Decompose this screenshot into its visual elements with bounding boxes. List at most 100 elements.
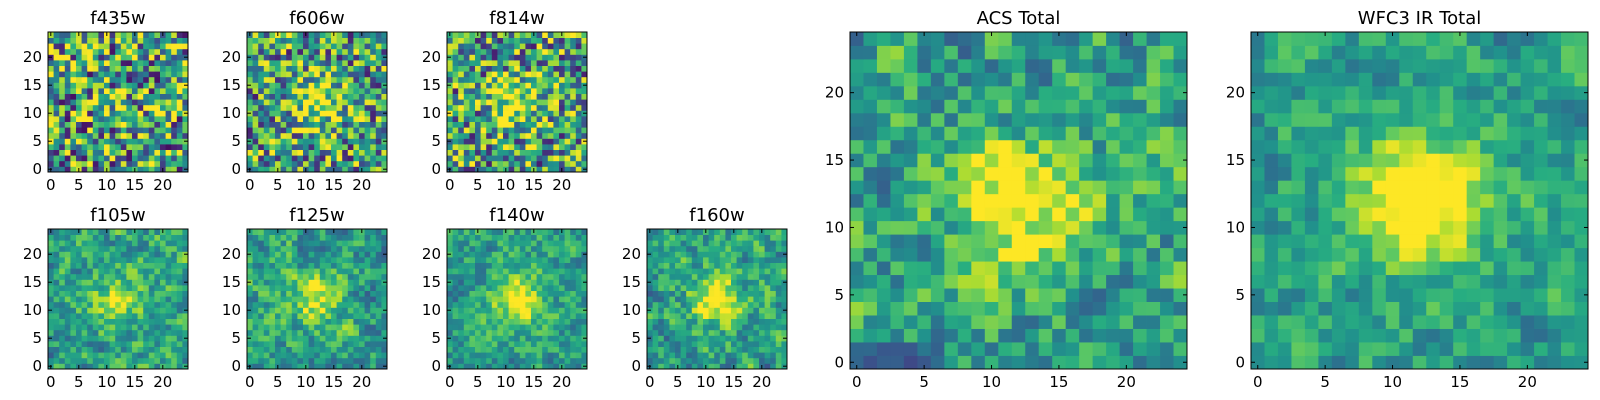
heatmap-cell [314,262,321,269]
heatmap-cell [570,341,577,347]
heatmap-cell [542,121,549,128]
heatmap-cell [291,155,298,162]
heatmap-cell [342,346,349,353]
heatmap-cell [575,144,582,150]
y-tick-label: 20 [622,245,641,263]
heatmap-cell [463,116,470,122]
heatmap-cell [675,245,681,252]
heatmap-cell [850,166,864,181]
heatmap-cell [280,234,287,241]
heatmap-cell [269,132,276,139]
heatmap-cell [336,318,343,325]
heatmap-cell [719,357,726,364]
y-tick-label: 5 [431,329,441,347]
heatmap-cell [331,110,337,117]
heatmap-cell [890,288,905,302]
heatmap-cell [263,48,270,55]
heatmap-cell [863,342,878,356]
heatmap-cell [564,88,571,94]
heatmap-cell [703,234,709,241]
heatmap-cell [725,234,732,241]
heatmap-cell [508,144,515,150]
heatmap-cell [303,318,309,325]
heatmap-cell [364,76,371,83]
heatmap-cell [64,257,71,263]
heatmap-cell [381,296,388,303]
heatmap-cell [686,290,693,297]
heatmap-cell [132,54,138,61]
heatmap-cell [115,285,122,291]
heatmap-cell [325,116,332,122]
heatmap-cell [658,335,665,342]
heatmap-cell [92,110,99,117]
heatmap-cell [143,127,150,134]
heatmap-cell [286,93,293,100]
heatmap-cell [347,307,354,314]
heatmap-cell [364,132,371,139]
heatmap-cell [675,257,681,263]
heatmap-cell [381,290,388,297]
heatmap-cell [775,279,782,286]
heatmap-cell [525,144,532,150]
heatmap-cell [917,166,932,181]
heatmap-cell [176,307,183,314]
heatmap-cell [258,132,265,139]
heatmap-cell [381,116,388,122]
heatmap-cell [1065,261,1080,276]
heatmap-cell [547,104,554,111]
heatmap-cell [536,352,543,359]
heatmap-cell [297,104,304,111]
heatmap-cell [258,273,265,280]
heatmap-cell [497,104,504,111]
heatmap-cell [98,88,105,94]
heatmap-cell [109,43,116,50]
heatmap-cell [370,363,377,370]
heatmap-cell [703,335,709,342]
heatmap-cell [759,268,765,275]
heatmap-cell [903,153,918,168]
heatmap-cell [508,346,515,353]
heatmap-cell [531,155,537,162]
heatmap-cell [491,160,498,167]
heatmap-cell [98,346,105,353]
heatmap-cell [120,352,127,359]
heatmap-cell [359,268,365,275]
heatmap-cell [252,104,259,111]
heatmap-cell [53,240,60,247]
heatmap-cell [126,32,133,38]
heatmap-cell [70,149,77,156]
heatmap-cell [53,149,60,156]
heatmap-cell [275,307,281,314]
heatmap-cell [508,127,515,134]
heatmap-cell [497,307,504,314]
heatmap-cell [575,149,582,156]
heatmap-cell [742,363,749,370]
heatmap-cell [64,363,71,370]
heatmap-cell [297,127,304,134]
heatmap-cell [497,132,504,139]
heatmap-cell [160,43,166,50]
heatmap-cell [347,132,354,139]
heatmap-cell [148,268,155,275]
heatmap-cell [115,324,122,331]
heatmap-cell [314,329,321,336]
heatmap-cell [148,318,155,325]
heatmap-cell [519,240,526,247]
heatmap-cell [336,313,343,319]
heatmap-cell [463,71,470,78]
heatmap-cell [109,82,116,89]
heatmap-cell [536,43,543,50]
heatmap-cell [297,160,304,167]
heatmap-cell [269,268,276,275]
heatmap-cell [154,234,161,241]
heatmap-cell [165,273,172,280]
heatmap-cell [148,54,155,61]
heatmap-cell [447,324,453,331]
heatmap-cell [53,313,60,319]
heatmap-cell [553,268,560,275]
heatmap-cell [697,329,704,336]
heatmap-cell [269,121,276,128]
heatmap-cell [475,104,481,111]
heatmap-cell [325,88,332,94]
heatmap-cell [452,54,459,61]
